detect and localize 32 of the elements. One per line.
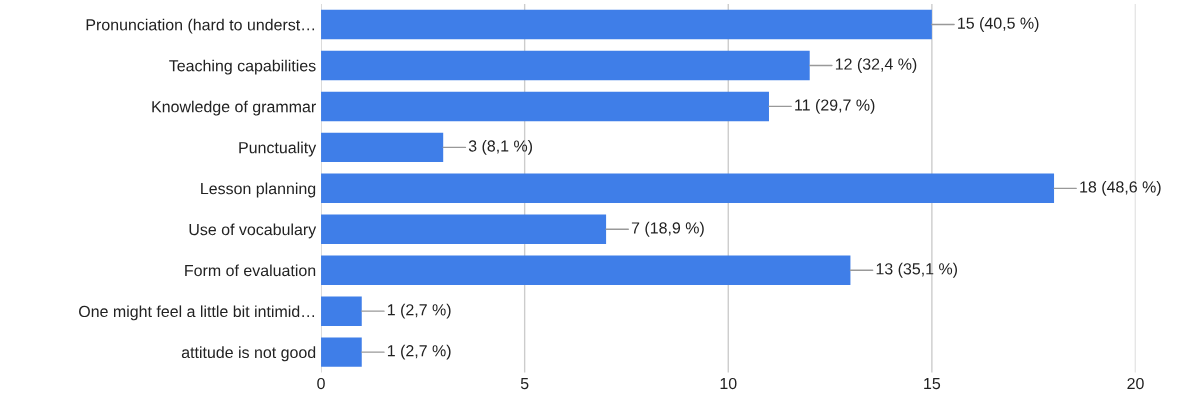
bar xyxy=(321,296,362,326)
data-label: 7 (18,9 %) xyxy=(631,221,704,237)
bar xyxy=(321,214,607,245)
x-tick-label: 5 xyxy=(520,378,529,390)
x-tick-label: 10 xyxy=(720,377,737,390)
y-tick-label: Form of evaluation xyxy=(185,264,316,277)
y-tick-label: Teaching capabilities xyxy=(169,59,316,75)
data-label: 3 (8,1 %) xyxy=(468,139,533,155)
y-tick-label: Use of vocabulary xyxy=(189,223,317,239)
y-tick-label: Pronunciation (hard to underst… xyxy=(86,18,315,34)
y-tick-label: One might feel a little bit intimid… xyxy=(79,305,315,321)
data-label: 11 (29,7 %) xyxy=(795,98,875,114)
data-label: 1 (2,7 %) xyxy=(387,344,451,360)
bar xyxy=(321,132,444,163)
bar xyxy=(321,255,851,285)
data-label: 18 (48,6 %) xyxy=(1080,180,1161,196)
x-tick-label: 15 xyxy=(924,378,941,390)
bar xyxy=(321,337,362,367)
y-tick-label: Lesson planning xyxy=(201,182,316,198)
data-label: 13 (35,1 %) xyxy=(876,262,958,278)
bar xyxy=(321,91,769,122)
data-label: 12 (32,4 %) xyxy=(835,58,917,73)
y-tick-label: attitude is not good xyxy=(181,346,316,362)
x-tick-label: 20 xyxy=(1127,377,1144,390)
bar xyxy=(321,50,810,81)
data-label: 15 (40,5 %) xyxy=(958,17,1039,32)
y-tick-label: Knowledge of grammar xyxy=(152,100,316,116)
y-tick-label: Punctuality xyxy=(239,141,317,157)
bar xyxy=(321,173,1055,204)
x-tick-label: 0 xyxy=(317,377,325,390)
data-label: 1 (2,7 %) xyxy=(387,303,451,319)
bar xyxy=(321,9,932,40)
